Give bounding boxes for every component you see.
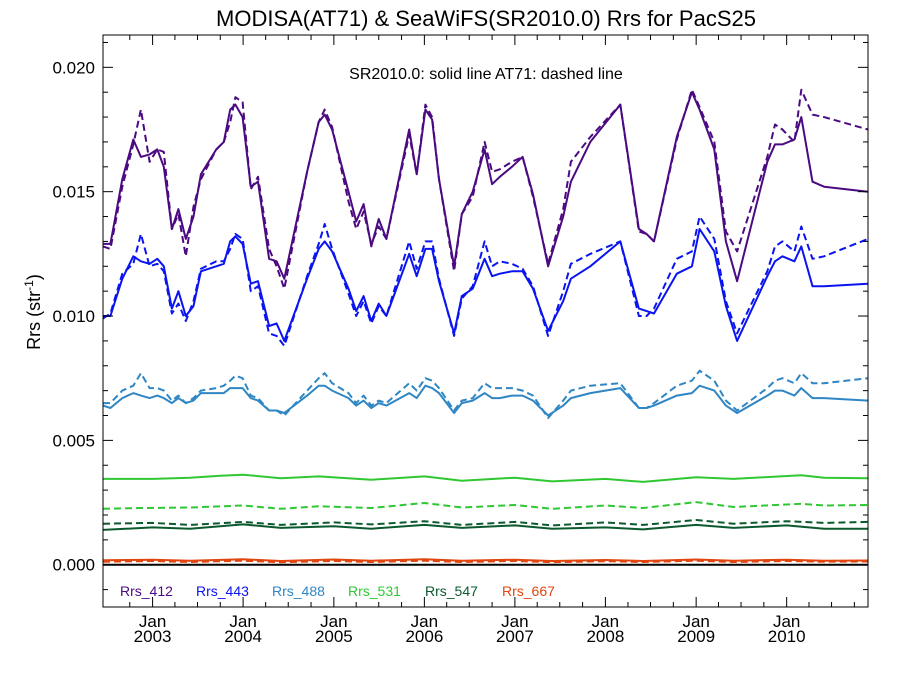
y-axis-label: Rrs (str-1) — [22, 274, 44, 350]
series-rrs-412-dashed-line — [102, 88, 869, 290]
x-tick-month-label: Jan — [320, 612, 347, 631]
x-tick-month-label: Jan — [773, 612, 800, 631]
series-rrs-667-dashed-line — [102, 559, 869, 564]
series-rrs-412-solid-line — [103, 91, 869, 283]
series-rrs-531-solid-line — [103, 473, 869, 483]
series-rrs-443-dashed-line — [102, 215, 869, 347]
x-tick-year-label: 2008 — [586, 627, 624, 646]
x-tick-year-label: 2009 — [677, 627, 715, 646]
plot-frame — [102, 34, 869, 608]
y-axis-label-exponent: -1 — [22, 280, 36, 291]
line-style-annotation: SR2010.0: solid line AT71: dashed line — [349, 66, 623, 83]
axis-ticks — [103, 35, 868, 607]
legend-entry-rrs-547: Rrs_547 — [425, 583, 478, 599]
series-rrs-547-dashed-line — [102, 519, 869, 527]
series-rrs-488-solid-line — [102, 384, 869, 417]
x-tick-labels: Jan2003Jan2004Jan2005Jan2006Jan2007Jan20… — [134, 612, 806, 646]
x-tick-month-label: Jan — [501, 612, 528, 631]
plot-area — [102, 34, 869, 608]
legend-entry-rrs-531: Rrs_531 — [348, 583, 401, 599]
series-rrs-443-solid-line — [103, 228, 869, 342]
legend-entry-rrs-667: Rrs_667 — [502, 583, 555, 599]
y-tick-labels: 0.000 0.005 0.010 0.015 0.020 — [52, 58, 95, 574]
y-tick-label: 0.010 — [52, 307, 95, 326]
series-layer — [102, 88, 869, 564]
series-rrs-547-solid-line — [102, 523, 868, 531]
x-tick-year-label: 2007 — [496, 627, 534, 646]
legend-entry-rrs-443: Rrs_443 — [196, 583, 249, 599]
x-tick-month-label: Jan — [229, 612, 256, 631]
x-tick-year-label: 2003 — [134, 627, 172, 646]
series-rrs-531-dashed-line — [102, 501, 869, 510]
y-tick-label: 0.015 — [52, 183, 95, 202]
series-rrs-667-solid-line — [102, 558, 869, 562]
y-axis-label-close: ) — [24, 274, 44, 280]
y-tick-label: 0.000 — [52, 556, 95, 575]
x-tick-month-label: Jan — [592, 612, 619, 631]
x-tick-year-label: 2006 — [405, 627, 443, 646]
legend-entry-rrs-488: Rrs_488 — [272, 583, 325, 599]
x-tick-year-label: 2004 — [224, 627, 262, 646]
series-rrs-488-dashed-line — [103, 369, 869, 419]
x-tick-month-label: Jan — [139, 612, 166, 631]
chart-title: MODISA(AT71) & SeaWiFS(SR2010.0) Rrs for… — [216, 6, 756, 31]
x-tick-month-label: Jan — [682, 612, 709, 631]
legend-entry-rrs-412: Rrs_412 — [120, 583, 173, 599]
legend: Rrs_412 Rrs_443 Rrs_488 Rrs_531 Rrs_547 Rrs_6… — [120, 583, 555, 599]
x-tick-month-label: Jan — [411, 612, 438, 631]
y-tick-label: 0.020 — [52, 58, 95, 77]
x-tick-year-label: 2005 — [315, 627, 353, 646]
y-axis-label-text: Rrs (str — [24, 291, 44, 350]
x-tick-year-label: 2010 — [768, 627, 806, 646]
y-tick-label: 0.005 — [52, 431, 95, 450]
